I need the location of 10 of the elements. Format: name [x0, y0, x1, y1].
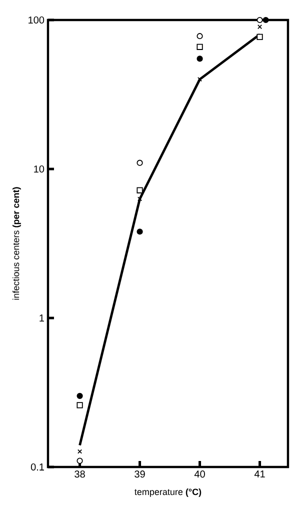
x-tick-label: 38: [74, 470, 85, 478]
y-tick-label: 1: [40, 314, 44, 322]
x-tick-label: 40: [194, 470, 205, 478]
y-tick-label: 0.1: [30, 463, 44, 471]
x-axis-title: temperature (°C): [134, 488, 202, 497]
y-tick-label: 100: [28, 16, 44, 24]
y-tick-label: 10: [34, 165, 44, 173]
x-tick-label: 39: [134, 470, 145, 478]
y-axis-title: infectious centers (per cent): [12, 187, 21, 300]
x-tick-label: 41: [254, 470, 265, 478]
